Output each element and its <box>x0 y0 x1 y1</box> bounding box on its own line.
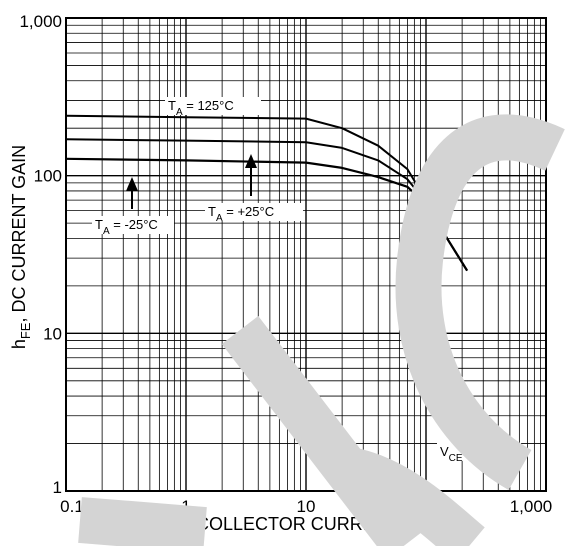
watermark <box>78 114 565 546</box>
series-label-125c-background <box>165 97 261 115</box>
watermark-curve-right <box>395 114 565 490</box>
y-axis-title: hFE, DC CURRENT GAIN <box>9 145 33 349</box>
arrow-minus25c <box>126 177 138 209</box>
watermark-stroke-a <box>78 497 207 546</box>
y-tick-label: 1,000 <box>19 12 62 31</box>
series-label-minus25c: TA = -25°C <box>92 216 174 237</box>
y-tick-label: 100 <box>34 167 62 186</box>
series-label-plus25c: TA = +25°C <box>205 203 303 224</box>
x-tick-label: 10 <box>297 497 316 516</box>
series-label-plus25c-text: TA = +25°C <box>208 204 274 224</box>
series-label-125c: TA = 125°C <box>165 97 261 118</box>
arrow-plus25c <box>245 154 257 196</box>
series-label-minus25c-text: TA = -25°C <box>95 217 158 237</box>
y-tick-label: 10 <box>43 324 62 343</box>
series-label-minus25c-background <box>92 216 174 234</box>
y-tick-label: 1 <box>53 478 62 497</box>
watermark-stroke-b <box>221 315 424 546</box>
series-label-plus25c-background <box>205 203 303 221</box>
x-tick-label: 1,000 <box>510 497 553 516</box>
series-label-125c-text: TA = 125°C <box>168 98 234 118</box>
y-tick-labels: 1 10 100 1,000 <box>19 12 62 497</box>
x-tick-label: 0.1 <box>60 497 84 516</box>
plot-frame <box>65 17 547 492</box>
watermark-stroke-c <box>344 447 485 546</box>
